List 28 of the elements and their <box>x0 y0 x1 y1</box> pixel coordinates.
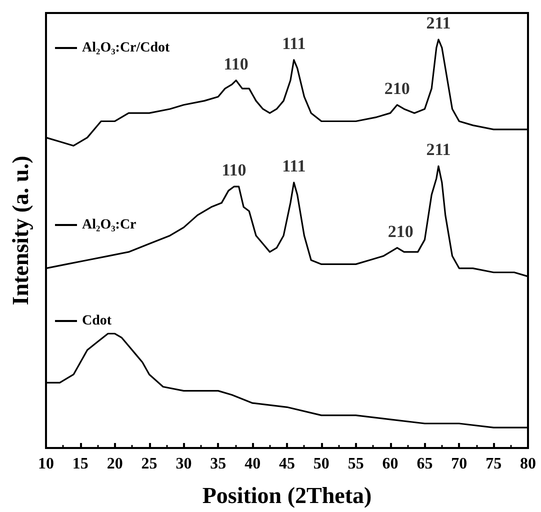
x-tick-label: 35 <box>210 456 226 472</box>
annotation: 210 <box>388 222 414 241</box>
x-tick-label: 15 <box>72 456 88 472</box>
x-tick-label: 70 <box>451 456 468 472</box>
x-tick-label: 40 <box>244 456 261 472</box>
x-axis-title: Position (2Theta) <box>202 483 372 508</box>
annotation: 110 <box>222 160 246 180</box>
x-tick-label: 20 <box>106 456 123 472</box>
annotation: 211 <box>426 14 451 33</box>
annotation: 211 <box>426 140 451 160</box>
x-tick-label: 10 <box>38 456 54 472</box>
annotation: 111 <box>282 34 306 53</box>
x-tick-label: 65 <box>416 456 433 472</box>
x-tick-label: 60 <box>382 456 398 472</box>
x-tick-label: 55 <box>348 456 364 472</box>
annotation: 210 <box>384 78 410 98</box>
x-tick-label: 25 <box>141 456 158 472</box>
annotation: 110 <box>224 54 248 74</box>
x-tick-label: 45 <box>279 456 295 472</box>
x-tick-label: 30 <box>176 456 192 472</box>
y-axis-title: Intensity (a. u.) <box>8 156 33 306</box>
x-tick-label: 80 <box>520 456 536 472</box>
legend-label: Al₂O₃:Cr <box>82 218 136 232</box>
x-tick-label: 50 <box>313 456 330 472</box>
legend-label: Al₂O₃:Cr/Cdot <box>82 40 170 56</box>
x-tick-label: 75 <box>486 456 502 472</box>
annotation: 111 <box>282 156 306 176</box>
legend-label: Cdot <box>82 314 112 328</box>
